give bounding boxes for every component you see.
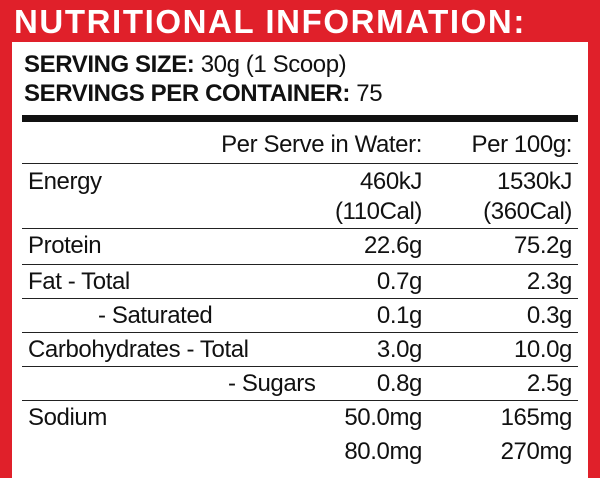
- row-value: 2.3g: [526, 268, 573, 295]
- row-value: (110Cal): [334, 198, 422, 225]
- row-value: 50.0mg: [344, 404, 422, 431]
- row-value: 75.2g: [513, 232, 572, 259]
- row-value: 10.0g: [513, 336, 572, 363]
- row-label: Energy: [28, 168, 102, 195]
- row-label: Protein: [28, 232, 102, 259]
- serving-size: SERVING SIZE: 30g (1 Scoop): [24, 50, 347, 80]
- column-header: Per 100g:: [471, 131, 573, 158]
- title: NUTRITIONAL INFORMATION:: [14, 3, 526, 40]
- row-rule: [22, 332, 578, 333]
- row-value: 270mg: [500, 438, 573, 465]
- row-rule: [22, 400, 578, 401]
- row-value: 0.1g: [376, 302, 423, 329]
- row-value: (360Cal): [483, 198, 572, 225]
- row-rule: [22, 264, 578, 265]
- row-value: 22.6g: [363, 232, 422, 259]
- row-rule: [22, 163, 578, 164]
- row-value: 80.0mg: [344, 438, 422, 465]
- column-header: Per Serve in Water:: [221, 131, 422, 158]
- row-label: Sodium: [28, 404, 107, 431]
- servings-per-container: SERVINGS PER CONTAINER: 75: [24, 79, 383, 109]
- row-rule: [22, 228, 578, 229]
- row-label: - Sugars: [228, 370, 316, 397]
- row-label: Fat - Total: [28, 268, 130, 295]
- row-label: - Saturated: [98, 302, 213, 329]
- panel: [12, 42, 588, 478]
- row-value: 3.0g: [376, 336, 423, 363]
- row-value: 0.8g: [376, 370, 423, 397]
- serving-size-label: SERVING SIZE:: [24, 51, 195, 78]
- row-label: Carbohydrates - Total: [28, 336, 249, 363]
- row-value: 460kJ: [359, 168, 422, 195]
- serving-size-value: 30g (1 Scoop): [200, 51, 347, 78]
- row-rule: [22, 366, 578, 367]
- row-value: 165mg: [500, 404, 573, 431]
- row-value: 0.7g: [376, 268, 423, 295]
- row-value: 0.3g: [526, 302, 573, 329]
- row-value: 2.5g: [526, 370, 573, 397]
- servings-label: SERVINGS PER CONTAINER:: [24, 80, 350, 107]
- row-rule: [22, 298, 578, 299]
- servings-value: 75: [356, 80, 383, 107]
- thick-rule: [22, 115, 578, 122]
- row-value: 1530kJ: [497, 168, 572, 195]
